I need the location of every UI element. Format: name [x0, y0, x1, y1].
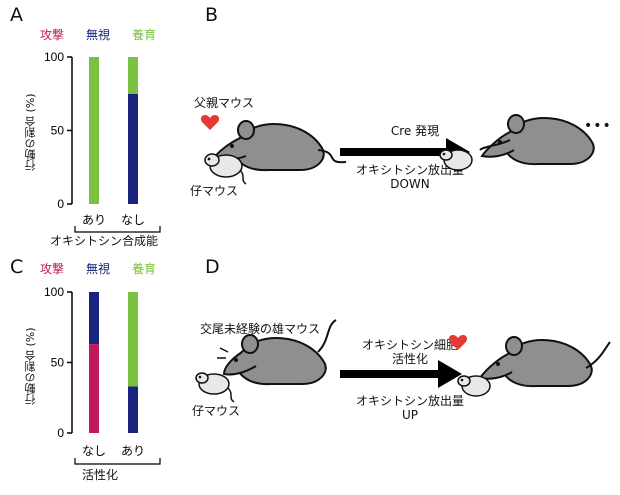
- ellipsis-icon: •••: [584, 118, 612, 134]
- pup-mouse-icon: [439, 149, 473, 171]
- y-tick-label: 100: [44, 50, 64, 64]
- legend-ignore: 無視: [86, 28, 111, 42]
- x-category-label: なし: [121, 213, 145, 227]
- x-group-bracket: [74, 458, 161, 465]
- virgin-male-mouse-icon: [478, 336, 611, 388]
- pup-mouse-icon: [457, 375, 491, 397]
- heart-icon: [448, 335, 468, 350]
- arrow-d-top-label-1: オキシトシン細胞: [361, 338, 458, 352]
- virgin-male-label: 交尾未経験の雄マウス: [200, 322, 321, 336]
- chart-c-xlabel: 活性化: [81, 468, 118, 482]
- pup-mouse-icon: [195, 372, 235, 403]
- legend-care-c: 養育: [132, 262, 157, 276]
- x-category-label: あり: [82, 213, 106, 227]
- x-category-label: なし: [82, 444, 106, 458]
- bar-1-攻撃: [89, 344, 99, 433]
- y-tick-label: 50: [51, 124, 65, 138]
- arrow-right-icon: [340, 360, 462, 388]
- y-tick-label: 50: [51, 356, 65, 370]
- arrow-b-bottom-label-1: オキシトシン放出量: [355, 163, 464, 177]
- father-mouse-icon: [479, 114, 595, 166]
- legend-attack: 攻撃: [40, 28, 65, 42]
- bar-2-無視: [128, 386, 138, 433]
- father-mouse-label: 父親マウス: [194, 96, 255, 110]
- arrow-b-bottom-label-2: DOWN: [390, 177, 430, 191]
- bar-2-無視: [128, 93, 138, 204]
- y-tick-label: 0: [57, 426, 64, 440]
- arrow-b-top-label: Cre 発現: [390, 124, 440, 138]
- arrow-d-top-label-2: 活性化: [391, 352, 428, 366]
- panel-c-letter: C: [10, 256, 24, 278]
- legend-attack-c: 攻撃: [40, 262, 65, 276]
- bar-1-無視: [89, 292, 99, 345]
- heart-icon: [200, 115, 220, 130]
- pup-mouse-label-d: 仔マウス: [192, 404, 241, 418]
- y-tick-label: 100: [44, 285, 64, 299]
- legend-ignore-c: 無視: [86, 262, 111, 276]
- legend-care: 養育: [132, 28, 157, 42]
- bar-2-養育: [128, 57, 138, 94]
- arrow-d-bottom-label-1: オキシトシン放出量: [355, 394, 464, 408]
- pup-mouse-icon: [204, 153, 247, 185]
- bar-2-養育: [128, 292, 138, 387]
- arrow-d-bottom-label-2: UP: [401, 408, 419, 422]
- panel-a-letter: A: [10, 4, 23, 26]
- bar-1-養育: [89, 57, 99, 204]
- panel-b-letter: B: [205, 4, 219, 26]
- x-category-label: あり: [121, 444, 145, 458]
- panel-d-letter: D: [205, 256, 220, 278]
- x-group-bracket: [74, 226, 161, 233]
- virgin-male-mouse-icon: [217, 319, 337, 386]
- y-tick-label: 0: [57, 197, 64, 211]
- pup-mouse-label-b: 仔マウス: [190, 184, 239, 198]
- chart-a-xlabel: オキシトシン合成能: [49, 234, 158, 248]
